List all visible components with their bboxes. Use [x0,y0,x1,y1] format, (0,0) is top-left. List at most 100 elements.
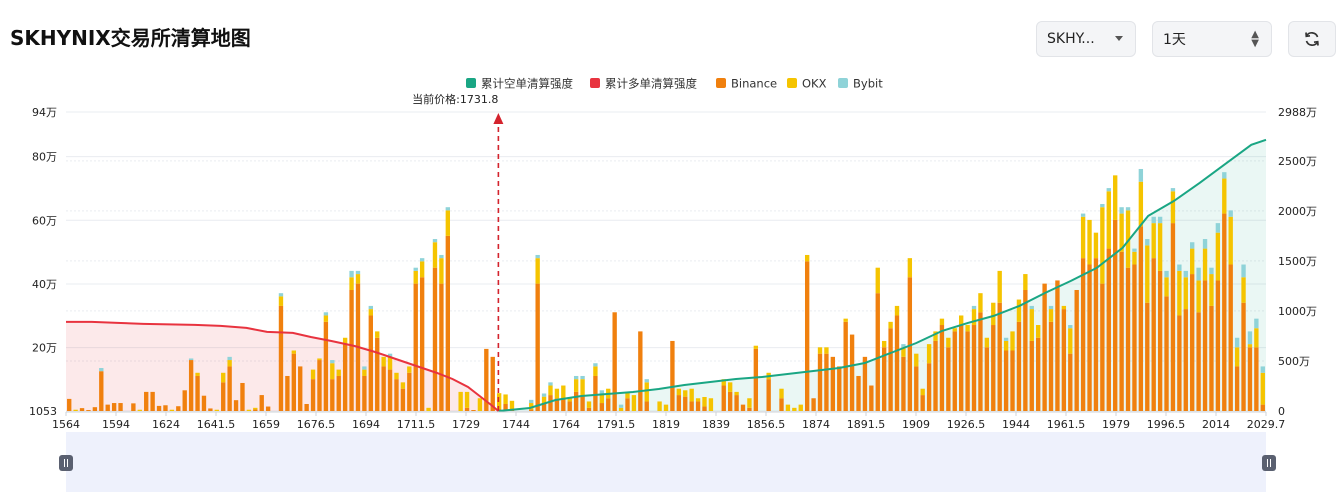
okx-bar [1164,277,1169,297]
okx-bar [593,366,598,376]
binance-bar [914,366,919,411]
bybit-bar [1260,366,1265,373]
binance-bar [259,395,264,411]
page-title: SKHYNIX交易所清算地图 [10,26,251,50]
okx-bar [1241,277,1246,303]
okx-bar [875,267,880,294]
binance-bar [265,406,271,411]
binance-bar [529,409,534,411]
binance-bar [163,405,168,411]
y-right-tick-label: 1000万 [1278,305,1317,318]
okx-bar [432,242,438,268]
binance-bar [683,396,688,411]
okx-bar [702,396,707,407]
bybit-bar [580,375,585,380]
bybit-bar [1106,188,1111,192]
okx-bar [509,400,515,411]
binance-bar [310,379,316,411]
okx-bar [169,409,175,411]
binance-bar [554,398,560,411]
okx-bar [214,409,219,411]
binance-bar [323,321,329,411]
binance-bar [1010,350,1015,411]
up-down-chevron-icon: ▲ ▼ [1251,29,1259,49]
okx-bar [336,369,341,376]
x-tick-label: 1856.5 [747,418,786,431]
bybit-bar [362,366,367,370]
binance-bar [1003,350,1009,411]
okx-bar [971,309,977,326]
binance-bar [394,379,399,411]
okx-bar [747,398,752,408]
bybit-bar [548,382,553,386]
binance-bar [1254,347,1259,411]
binance-bar [1202,280,1208,411]
range-slider-track[interactable] [66,432,1266,492]
y-left-tick-label: 40万 [32,278,57,291]
binance-bar [753,348,759,411]
y-right-tick-label: 1500万 [1278,255,1317,268]
binance-bar [702,406,707,411]
binance-bar [894,315,900,411]
okx-bar [381,356,386,367]
binance-bar [330,379,335,411]
bybit-bar [1157,216,1163,224]
current-price-arrow [493,113,504,124]
binance-bar [253,409,258,411]
binance-bar [779,398,784,411]
refresh-icon [1305,32,1319,46]
binance-bar [1074,289,1079,411]
binance-bar [580,395,585,411]
x-tick-label: 1944 [1002,418,1030,431]
binance-bar [317,360,322,411]
binance-bar [606,398,611,411]
binance-bar [1055,280,1060,411]
symbol-select-value: SKHY... [1047,31,1095,47]
okx-bar [984,337,990,348]
okx-bar [1190,248,1195,275]
okx-bar [195,372,200,376]
okx-bar [561,385,566,399]
bybit-bar [644,379,649,383]
legend-swatch [838,78,848,88]
okx-bar [933,331,938,341]
okx-bar [73,409,78,411]
okx-bar [1209,274,1214,306]
binance-bar [875,293,880,411]
x-tick-label: 1641.5 [197,418,236,431]
bybit-bar [439,254,444,259]
binance-bar [118,403,123,411]
binance-bar [567,401,572,411]
binance-bar [1177,315,1182,411]
bybit-bar [1183,270,1188,278]
bybit-bar [323,312,329,316]
bybit-bar [413,267,418,271]
bybit-bar [1228,210,1233,217]
binance-bar [381,366,386,411]
okx-bar [695,398,701,402]
bybit-bar [99,368,104,372]
bybit-bar [1119,207,1124,214]
bybit-bar [573,375,579,380]
refresh-button[interactable] [1288,21,1336,57]
binance-bar [573,391,579,411]
okx-bar [221,372,226,383]
symbol-select[interactable]: SKHY... [1036,21,1136,57]
range-slider-handle-right[interactable] [1262,455,1276,471]
okx-bar [901,347,906,357]
okx-bar [625,391,630,399]
bybit-bar [1138,168,1144,182]
x-tick-label: 1624 [152,418,180,431]
interval-select-value: 1天 [1163,32,1186,48]
binance-bar [901,356,906,411]
range-slider-handle-left[interactable] [59,455,73,471]
bybit-bar [1151,216,1156,224]
bybit-bar [1068,325,1073,329]
okx-bar [246,409,252,411]
binance-bar [849,334,855,411]
okx-bar [997,270,1002,303]
okx-bar [394,372,399,380]
binance-bar [240,382,245,411]
interval-select[interactable]: 1天 ▲ ▼ [1152,21,1272,57]
binance-bar [593,375,598,411]
